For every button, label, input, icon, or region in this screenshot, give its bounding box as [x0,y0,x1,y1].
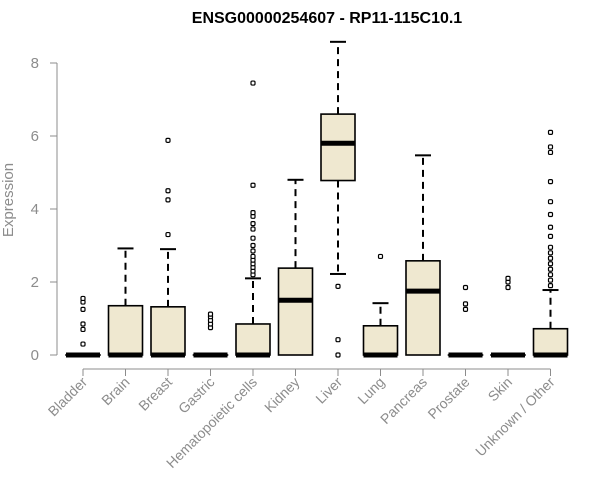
box-group-bladder [65,295,101,358]
outlier-point [250,221,256,227]
x-tick-label: Pancreas [377,374,430,427]
box-group-kidney [277,178,314,356]
outlier-point [547,211,554,218]
box-group-skin [490,275,526,358]
x-tick-label: Prostate [424,374,472,422]
outlier-point [335,283,341,289]
box [277,267,314,356]
y-tick-label: 0 [31,347,39,364]
outlier-point [80,306,86,312]
outlier-point [547,266,554,272]
outlier-point [462,301,469,307]
outlier-point [547,283,554,289]
outlier-point [505,284,511,291]
chart-title: ENSG00000254607 - RP11-115C10.1 [192,10,463,27]
outlier-point [547,277,554,283]
outlier-point [547,272,554,278]
y-tick-label: 8 [31,55,39,72]
outlier-point [547,144,554,150]
outlier-point [250,80,256,86]
outlier-point [80,326,86,333]
outlier-point [462,284,469,291]
box [320,113,356,182]
outlier-point [547,199,554,205]
outlier-point [505,275,511,281]
plot-area [65,40,569,358]
box-group-pancreas [405,154,441,356]
x-tick-label: Skin [485,374,516,405]
outlier-point [80,295,86,302]
outlier-point [547,224,554,230]
box [362,324,399,356]
x-tick-label: Bladder [45,374,91,420]
outlier-point [80,321,86,327]
box-group-breast [150,137,186,358]
box [107,304,144,356]
outlier-point [165,188,171,194]
outlier-point [547,244,554,250]
outlier-point [250,235,256,241]
outlier-point [547,255,554,261]
box [532,327,569,356]
box [235,323,271,356]
outlier-point [250,226,256,232]
outlier-point [250,242,256,249]
y-axis: 0 2 4 6 8 [31,55,58,364]
box-group-liver [320,40,356,358]
outlier-point [250,182,256,188]
outlier-point [165,197,171,203]
outlier-point [80,341,86,347]
outlier-point [165,231,171,238]
outlier-point [335,352,341,358]
outlier-point [547,233,554,239]
box [150,306,186,356]
outlier-point [377,253,384,260]
box [405,260,441,356]
x-tick-label: Lung [354,374,387,407]
outlier-point [207,311,214,317]
outlier-point [547,149,554,156]
x-tick-label: Liver [312,374,345,407]
outlier-point [462,306,469,312]
outlier-point [547,179,554,185]
outlier-point [165,137,171,143]
outlier-point [547,261,554,267]
outlier-point [547,129,554,135]
outlier-point [250,248,256,254]
outlier-point [547,250,554,256]
outlier-point [250,253,256,260]
y-tick-label: 4 [31,201,39,218]
y-axis-label: Expression [0,163,17,237]
box-group-brain [107,247,144,358]
y-tick-label: 6 [31,128,39,145]
outlier-point [335,337,341,343]
x-tick-label: Kidney [261,374,303,416]
x-tick-label: Unknown / Other [472,374,558,460]
y-tick-label: 2 [31,274,39,291]
box-group-hematopoietic-cells [235,80,271,358]
box-group-lung [362,253,399,358]
outlier-point [250,210,256,216]
box-group-gastric [192,311,229,358]
box-group-unknown-other [532,129,569,358]
box-group-prostate [447,284,484,358]
x-tick-label: Brain [98,374,132,408]
x-tick-label: Breast [135,374,175,414]
